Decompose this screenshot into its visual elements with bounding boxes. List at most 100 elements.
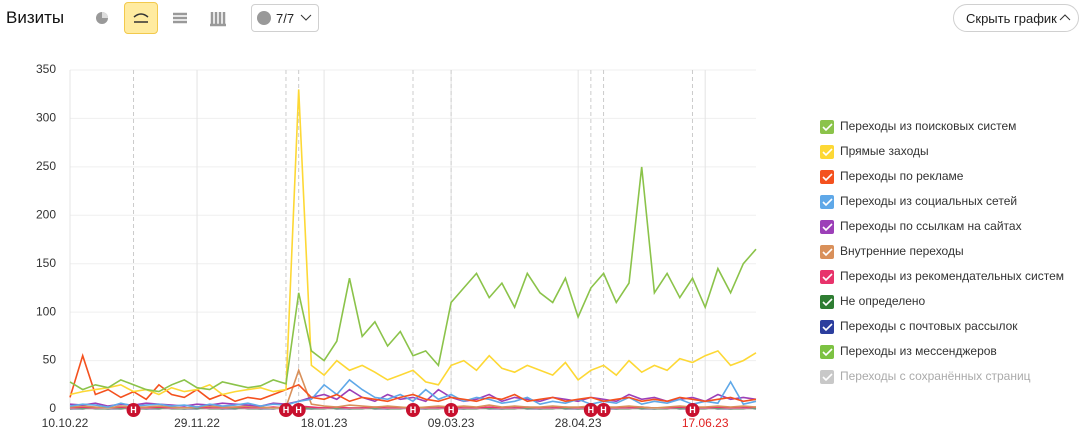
note-pin [685, 403, 700, 417]
legend-item[interactable]: Переходы из рекомендательных систем [820, 269, 1064, 284]
y-tick-label: 50 [43, 353, 57, 367]
legend-label: Переходы с сохранённых страниц [840, 369, 1031, 383]
note-label: Н [600, 405, 607, 415]
legend-checkbox [820, 345, 834, 359]
legend-item[interactable]: Переходы из мессенджеров [820, 344, 997, 359]
legend-check [822, 173, 833, 182]
legend-label: Прямые заходы [840, 144, 929, 158]
legend-item[interactable]: Не определено [820, 294, 926, 309]
note-label: Н [410, 405, 417, 415]
legend-item[interactable]: Переходы из поисковых систем [820, 119, 1016, 134]
legend-check [822, 298, 833, 307]
note-marker[interactable]: Н [596, 403, 611, 417]
legend-checkbox [820, 120, 834, 134]
legend-check [822, 348, 833, 357]
note-label: Н [295, 405, 302, 415]
bar-icon[interactable] [208, 8, 228, 28]
pie-icon[interactable] [92, 8, 112, 28]
x-tick-label: 09.03.23 [428, 416, 475, 430]
legend-checkbox [820, 220, 834, 234]
note-pin [444, 403, 459, 417]
note-pin [291, 403, 306, 417]
legend-checkbox [820, 195, 834, 209]
legend-item[interactable]: Внутренние переходы [820, 244, 964, 259]
legend-checkbox [820, 145, 834, 159]
legend-label: Переходы по рекламе [840, 169, 964, 183]
y-tick-label: 0 [49, 401, 56, 415]
legend-label: Переходы из мессенджеров [840, 344, 997, 358]
y-tick-label: 150 [36, 256, 56, 270]
legend-check [822, 373, 833, 382]
legend-label: Переходы из социальных сетей [840, 194, 1017, 208]
legend-checkbox [820, 320, 834, 334]
note-marker[interactable]: Н [406, 403, 420, 417]
legend-check [822, 223, 833, 232]
x-tick-label: 17.06.23 [682, 416, 729, 430]
note-label: Н [588, 405, 595, 415]
y-tick-label: 100 [36, 304, 56, 318]
line-button[interactable] [124, 2, 158, 34]
x-tick-label: 29.11.22 [174, 416, 220, 430]
legend-item[interactable]: Прямые заходы [820, 144, 929, 159]
legend-check [822, 198, 833, 207]
legend-item[interactable]: Переходы по рекламе [820, 169, 964, 184]
report-title: Визиты [6, 8, 65, 27]
note-marker[interactable]: Н [685, 403, 700, 417]
x-tick-label: 10.10.22 [42, 416, 89, 430]
note-marker[interactable]: Н [126, 403, 141, 417]
legend-checkbox [820, 295, 834, 309]
legend-label: Переходы с почтовых рассылок [840, 319, 1018, 333]
note-label: Н [448, 405, 455, 415]
note-icon [257, 11, 271, 25]
note-pin [406, 403, 420, 417]
legend-item[interactable]: Переходы по ссылкам на сайтах [820, 219, 1022, 234]
chevron-up [1059, 14, 1071, 21]
note-marker[interactable]: Н [291, 403, 306, 417]
x-tick-label: 28.04.23 [555, 416, 602, 430]
y-tick-label: 250 [36, 159, 56, 173]
legend-label: Переходы из рекомендательных систем [840, 269, 1064, 283]
notes-dropdown[interactable]: 7/7 [251, 4, 319, 32]
hide-chart-label: Скрыть график [966, 11, 1057, 26]
hide-chart-button[interactable]: Скрыть график [953, 4, 1079, 32]
legend-check [822, 148, 833, 157]
line-icon [133, 13, 149, 23]
legend-checkbox [820, 370, 834, 384]
legend-checkbox [820, 270, 834, 284]
y-tick-label: 300 [36, 111, 56, 125]
notes-counter: 7/7 [276, 11, 295, 26]
legend-item[interactable]: Переходы с сохранённых страниц [820, 369, 1031, 384]
legend-checkbox [820, 170, 834, 184]
chevron [300, 14, 312, 21]
legend-item[interactable]: Переходы с почтовых рассылок [820, 319, 1018, 334]
note-label: Н [130, 405, 137, 415]
note-label: Н [283, 405, 290, 415]
legend-item[interactable]: Переходы из социальных сетей [820, 194, 1017, 209]
series-line [69, 388, 757, 407]
legend-label: Внутренние переходы [840, 244, 964, 258]
legend-check [822, 248, 833, 257]
note-pin [583, 403, 598, 417]
legend-label: Переходы из поисковых систем [840, 119, 1016, 133]
note-pin [278, 403, 293, 417]
series-line [69, 166, 757, 393]
y-tick-label: 200 [36, 207, 56, 221]
x-tick-label: 18.01.23 [301, 416, 348, 430]
legend-checkbox [820, 245, 834, 259]
chart: 0 50 100 150 200 250 300 350 10.10.22 29.11.22 18.… [36, 62, 1064, 430]
legend-label: Переходы по ссылкам на сайтах [840, 219, 1022, 233]
note-marker[interactable]: Н [278, 403, 293, 417]
legend-label: Не определено [840, 294, 926, 308]
series-line [69, 89, 757, 396]
note-pin [596, 403, 611, 417]
legend-check [822, 123, 833, 132]
series-line [69, 378, 757, 408]
series-line [69, 353, 757, 403]
y-tick-label: 350 [36, 62, 56, 76]
legend-check [822, 273, 833, 282]
note-marker[interactable]: Н [444, 403, 459, 417]
note-pin [126, 403, 141, 417]
area-icon[interactable] [170, 8, 190, 28]
note-marker[interactable]: Н [583, 403, 598, 417]
